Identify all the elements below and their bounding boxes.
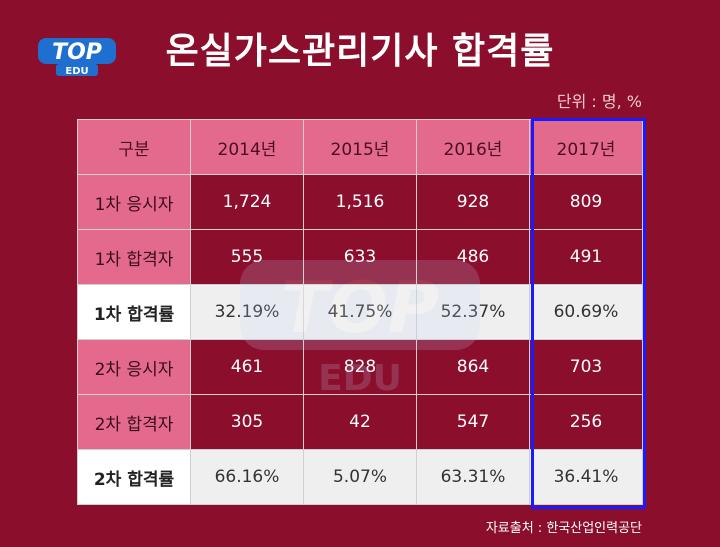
- header-cell: 2015년: [303, 119, 417, 175]
- row-label: 1차 응시자: [77, 174, 191, 230]
- table-row: 1차 합격자 555 633 486 491: [77, 229, 643, 285]
- table-row: 2차 합격률 66.16% 5.07% 63.31% 36.41%: [77, 449, 643, 505]
- header-cell: 2014년: [190, 119, 304, 175]
- logo-text-top: TOP: [52, 40, 102, 65]
- table-cell: 42: [303, 394, 417, 450]
- row-label: 1차 합격자: [77, 229, 191, 285]
- table-cell: 864: [416, 339, 530, 395]
- table-cell: 461: [190, 339, 304, 395]
- table-cell: 36.41%: [529, 449, 643, 505]
- row-label: 2차 응시자: [77, 339, 191, 395]
- header-cell: 구분: [77, 119, 191, 175]
- row-label: 2차 합격자: [77, 394, 191, 450]
- table-row: 2차 응시자 461 828 864 703: [77, 339, 643, 395]
- table-cell: 52.37%: [416, 284, 530, 340]
- table-cell: 41.75%: [303, 284, 417, 340]
- topedu-logo: TOP EDU: [36, 34, 118, 78]
- table-cell: 256: [529, 394, 643, 450]
- logo-text-bottom: EDU: [65, 66, 88, 77]
- table-cell: 5.07%: [303, 449, 417, 505]
- table-cell: 60.69%: [529, 284, 643, 340]
- source-note: 자료출처 : 한국산업인력공단: [485, 521, 642, 536]
- table-row: 1차 응시자 1,724 1,516 928 809: [77, 174, 643, 230]
- table-cell: 809: [529, 174, 643, 230]
- table-cell: 828: [303, 339, 417, 395]
- header-cell: 2016년: [416, 119, 530, 175]
- table-row: 2차 합격자 305 42 547 256: [77, 394, 643, 450]
- table-cell: 633: [303, 229, 417, 285]
- table-cell: 305: [190, 394, 304, 450]
- table-cell: 491: [529, 229, 643, 285]
- pass-rate-table: 구분 2014년 2015년 2016년 2017년 1차 응시자 1,724 …: [77, 119, 643, 505]
- table-cell: 1,724: [190, 174, 304, 230]
- table-header-row: 구분 2014년 2015년 2016년 2017년: [77, 119, 643, 175]
- table-cell: 32.19%: [190, 284, 304, 340]
- table-cell: 1,516: [303, 174, 417, 230]
- row-label: 1차 합격률: [77, 284, 191, 340]
- table-cell: 63.31%: [416, 449, 530, 505]
- table-cell: 547: [416, 394, 530, 450]
- table-row: 1차 합격률 32.19% 41.75% 52.37% 60.69%: [77, 284, 643, 340]
- table-cell: 703: [529, 339, 643, 395]
- page-title: 온실가스관리기사 합격률: [165, 31, 555, 72]
- row-label: 2차 합격률: [77, 449, 191, 505]
- table-cell: 928: [416, 174, 530, 230]
- table-cell: 66.16%: [190, 449, 304, 505]
- table-cell: 486: [416, 229, 530, 285]
- header-cell: 2017년: [529, 119, 643, 175]
- table-cell: 555: [190, 229, 304, 285]
- unit-label: 단위 : 명, %: [556, 92, 642, 111]
